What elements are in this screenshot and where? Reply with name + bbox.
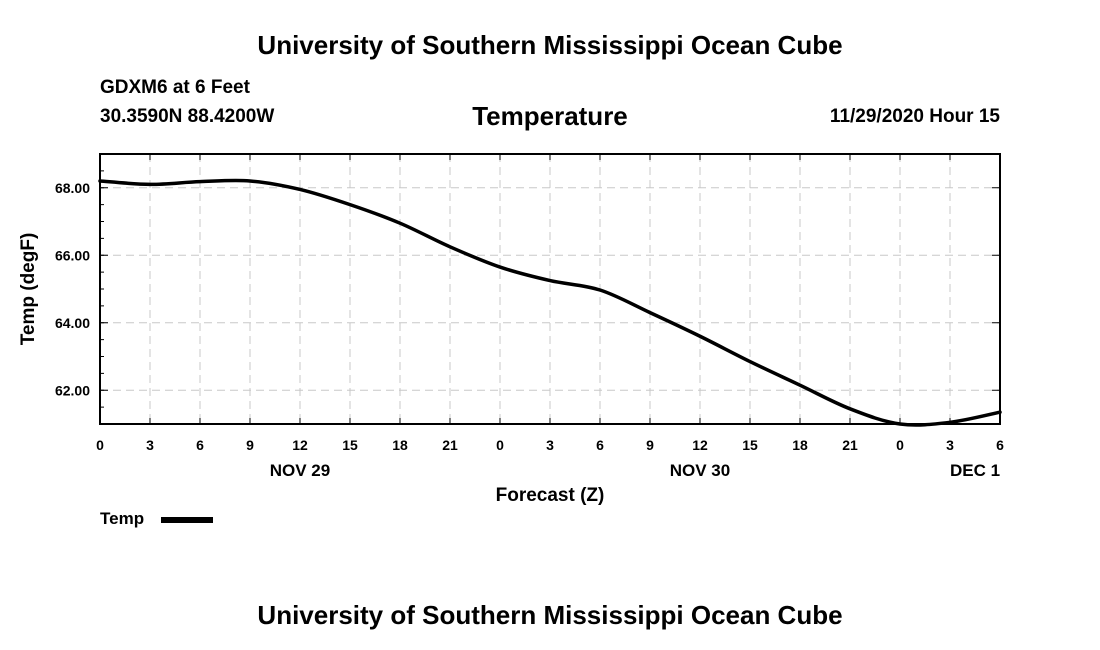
x-tick-label: 18 (392, 437, 408, 453)
x-tick-label: 12 (292, 437, 308, 453)
x-tick-label: 0 (96, 437, 104, 453)
chart-title: Temperature (472, 101, 628, 131)
x-tick-label: 6 (196, 437, 204, 453)
page-title: University of Southern Mississippi Ocean… (257, 30, 843, 60)
day-label: NOV 29 (270, 461, 330, 480)
y-tick-label: 66.00 (55, 247, 90, 263)
coordinates-label: 30.3590N 88.4200W (100, 106, 275, 127)
x-tick-label: 12 (692, 437, 708, 453)
x-tick-label: 0 (496, 437, 504, 453)
x-tick-label: 15 (742, 437, 758, 453)
y-tick-label: 62.00 (55, 382, 90, 398)
plot-frame (99, 153, 1001, 425)
x-tick-label: 3 (546, 437, 554, 453)
x-tick-label: 0 (896, 437, 904, 453)
x-tick-labels: 0 3 6 9 12 15 18 21 0 3 6 9 12 15 18 21 0 3 6 (96, 437, 1004, 453)
legend-line-swatch (161, 517, 213, 523)
x-tick-label: 3 (946, 437, 954, 453)
x-tick-label: 6 (996, 437, 1004, 453)
legend-label: Temp (100, 509, 145, 528)
x-tick-label: 3 (146, 437, 154, 453)
y-tick-label: 68.00 (55, 180, 90, 196)
y-tick-labels: 62.00 64.00 66.00 68.00 (55, 180, 90, 399)
y-tick-label: 64.00 (55, 315, 90, 331)
x-tick-label: 18 (792, 437, 808, 453)
x-tick-label: 6 (596, 437, 604, 453)
x-tick-label: 9 (246, 437, 254, 453)
x-tick-label: 21 (442, 437, 458, 453)
day-label: DEC 1 (950, 461, 1000, 480)
day-labels: NOV 29 NOV 30 DEC 1 (270, 461, 1000, 480)
x-tick-label: 9 (646, 437, 654, 453)
x-tick-label: 15 (342, 437, 358, 453)
x-tick-label: 21 (842, 437, 858, 453)
x-axis-label: Forecast (Z) (496, 485, 605, 506)
grid-lines (100, 154, 1000, 424)
station-label: GDXM6 at 6 Feet (100, 77, 250, 98)
y-axis-label: Temp (degF) (18, 233, 39, 346)
temp-series-line (98, 178, 1002, 427)
date-label: 11/29/2020 Hour 15 (829, 106, 1000, 127)
footer-title: University of Southern Mississippi Ocean… (257, 600, 843, 630)
day-label: NOV 30 (670, 461, 730, 480)
